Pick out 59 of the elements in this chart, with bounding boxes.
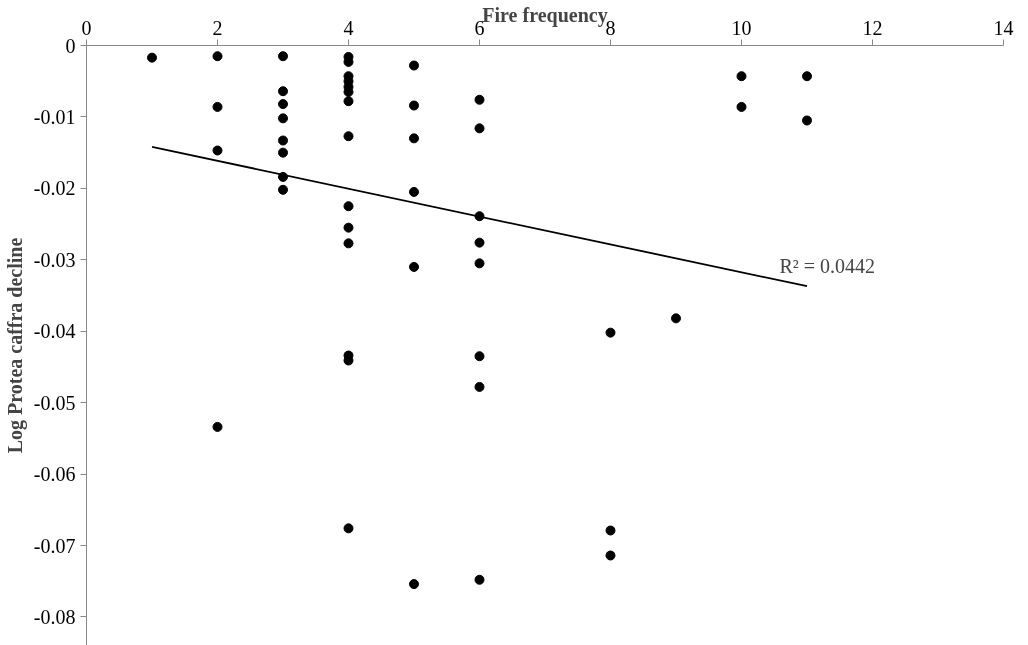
point (671, 313, 681, 324)
point (343, 238, 354, 249)
point (278, 99, 288, 110)
point (212, 421, 223, 432)
point (212, 145, 223, 156)
point (409, 60, 419, 71)
point (343, 96, 354, 107)
y-tick-label: -0.08 (33, 605, 76, 628)
point (278, 113, 288, 124)
point (212, 51, 223, 62)
point (212, 101, 223, 112)
point (736, 101, 747, 112)
point (409, 579, 419, 590)
point (802, 115, 812, 126)
y-tick-label: -0.01 (33, 105, 76, 128)
point (409, 133, 419, 144)
point (736, 71, 747, 82)
point (605, 327, 616, 338)
point (802, 71, 812, 82)
point (605, 550, 616, 561)
point (343, 222, 354, 233)
y-axis-title: Log Protea caffra decline (3, 237, 27, 454)
point (474, 94, 485, 105)
point (343, 201, 354, 212)
point (278, 51, 288, 62)
point (474, 381, 485, 392)
x-tick-label: 6 (474, 16, 485, 39)
x-tick-label: 12 (862, 16, 883, 39)
point (474, 123, 485, 134)
point (278, 147, 288, 158)
point (147, 52, 157, 63)
point (343, 131, 354, 142)
point (605, 525, 616, 536)
y-tick-label: -0.04 (33, 320, 76, 343)
annotation: R² = 0.0442 (779, 254, 876, 277)
point (474, 351, 485, 362)
x-tick-label: 10 (731, 16, 752, 39)
y-tick-label: -0.03 (33, 248, 76, 271)
point (474, 574, 485, 585)
x-tick-label: 4 (343, 16, 354, 39)
x-tick-label: 14 (993, 16, 1014, 39)
x-axis-title: Fire frequency (482, 3, 608, 27)
point (474, 258, 485, 269)
point (409, 100, 419, 111)
point (343, 523, 354, 534)
y-tick-label: 0 (65, 34, 76, 57)
x-tick-label: 2 (212, 16, 223, 39)
point (278, 135, 288, 146)
y-tick-label: -0.05 (33, 391, 76, 414)
y-tick-label: -0.02 (33, 177, 76, 200)
point (409, 186, 419, 197)
x-tick-label: 0 (81, 16, 92, 39)
y-tick-label: -0.07 (33, 534, 76, 557)
point (278, 184, 288, 195)
point (474, 237, 485, 248)
point (278, 86, 288, 97)
x-tick-label: 8 (605, 16, 616, 39)
y-tick-label: -0.06 (33, 463, 76, 486)
point (409, 261, 419, 272)
